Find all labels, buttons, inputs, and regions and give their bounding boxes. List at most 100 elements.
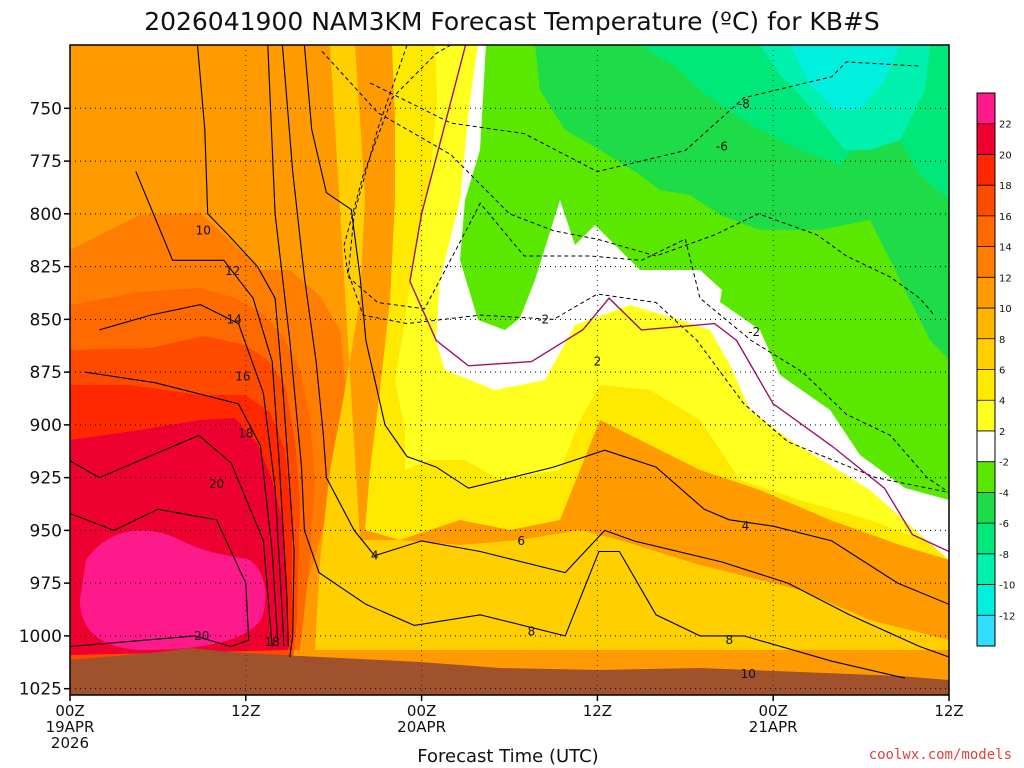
colorbar-swatch [977, 185, 995, 217]
colorbar-swatch [977, 615, 995, 647]
colorbar-swatch [977, 523, 995, 555]
colorbar-label: -12 [999, 611, 1015, 622]
colorbar-label: 4 [999, 396, 1005, 407]
contour-label: 4 [742, 519, 750, 533]
x-tick-date: 21APR [749, 718, 798, 736]
x-tick-date: 20APR [397, 718, 446, 736]
isotherm-18 [70, 434, 273, 647]
isotherm-6 [281, 45, 949, 658]
y-tick-label: 750 [30, 99, 62, 119]
colorbar-label: 14 [999, 243, 1012, 254]
x-tick-label: 00Z [55, 702, 84, 720]
isotherm-10 [196, 45, 295, 658]
colorbar-swatch [977, 308, 995, 340]
temp-band-6 [315, 45, 949, 650]
colorbar-label: 12 [999, 273, 1012, 284]
contour-label: 10 [196, 224, 211, 238]
y-tick-label: 800 [30, 205, 62, 225]
credit-text: coolwx.com/models [869, 747, 1012, 763]
isotherm-8 [267, 45, 906, 679]
isotherm-16 [84, 371, 279, 647]
terrain [70, 648, 949, 695]
temp-band-22 [80, 530, 266, 650]
x-tick-year: 2026 [51, 734, 89, 752]
isotherm-neg4 [343, 45, 949, 493]
colorbar-label: 20 [999, 150, 1012, 161]
colorbar-swatch [977, 93, 995, 125]
isotherm-neg2 [347, 45, 949, 493]
contour-label: 6 [517, 534, 525, 548]
contour-label: 18 [238, 426, 253, 440]
isotherm-14 [99, 304, 285, 647]
x-axis-label: Forecast Time (UTC) [417, 746, 598, 767]
y-tick-label: 925 [30, 469, 62, 489]
x-tick-date: 19APR [46, 718, 95, 736]
colorbar-label: -8 [999, 550, 1009, 561]
colorbar: 22 20 18 16 14 12 10 8 6 4 2 -2 -4 -6 -8 -10 -12 [976, 92, 1015, 647]
gridline-layer [70, 45, 949, 695]
y-tick-label: 1000 [19, 627, 62, 647]
isotherm-2 [409, 45, 949, 553]
colorbar-label: 6 [999, 366, 1005, 377]
y-tick-label: 850 [30, 310, 62, 330]
y-tick-label: 775 [30, 152, 62, 172]
y-tick-label: 900 [30, 416, 62, 436]
isotherm-neg8 [370, 61, 920, 173]
contour-label: 12 [225, 264, 240, 278]
contour-label: -2 [537, 312, 549, 326]
colorbar-swatch [977, 369, 995, 401]
colorbar-label: -2 [999, 458, 1009, 469]
x-tick-label: 12Z [934, 702, 963, 720]
colorbar-swatch [977, 430, 995, 462]
x-tick-label: 12Z [583, 702, 612, 720]
isotherm-neg6 [321, 50, 935, 316]
contour-label: 10 [741, 667, 756, 681]
colorbar-label: -6 [999, 519, 1009, 530]
colorbar-swatch [977, 154, 995, 186]
x-tick-label: 00Z [759, 702, 788, 720]
contour-label: 14 [226, 312, 241, 326]
contour-label: 8 [725, 633, 733, 647]
contour-label: 4 [371, 549, 379, 563]
colorbar-swatch [977, 584, 995, 616]
colorbar-label: -4 [999, 488, 1009, 499]
contour-label: 20 [194, 629, 209, 643]
colorbar-swatch [977, 246, 995, 278]
contour-label: -6 [716, 139, 728, 153]
x-tick-label: 12Z [231, 702, 260, 720]
colorbar-label: 2 [999, 427, 1005, 438]
y-tick-label: 1025 [19, 680, 62, 700]
contour-label-layer: -8 -6 -2 -2 2 4 4 6 8 8 10 10 12 14 16 18 20 20 18 [194, 97, 760, 681]
x-tick-label: 00Z [407, 702, 436, 720]
temp-band-neg12 [790, 45, 900, 110]
isotherm-12 [135, 171, 289, 647]
isotherm-layer [70, 45, 949, 679]
contour-label: 16 [235, 369, 250, 383]
colorbar-label: -10 [999, 581, 1015, 592]
isotherm-4 [303, 45, 949, 605]
contour-label: -2 [748, 325, 760, 339]
colorbar-label: 22 [999, 120, 1012, 131]
contour-label: 20 [209, 477, 224, 491]
y-tick-label: 875 [30, 363, 62, 383]
chart-title: 2026041900 NAM3KM Forecast Temperature (… [144, 7, 880, 36]
colorbar-label: 16 [999, 212, 1012, 223]
y-tick-label: 825 [30, 258, 62, 278]
colorbar-label: 18 [999, 181, 1012, 192]
contour-label: -8 [738, 97, 750, 111]
colorbar-swatch [977, 553, 995, 585]
y-tick-label: 950 [30, 521, 62, 541]
contour-label: 2 [594, 355, 602, 369]
colorbar-swatch [977, 492, 995, 524]
y-axis: 750 775 800 825 850 875 900 925 950 975 1000 1025 [19, 99, 70, 700]
colorbar-swatch [977, 461, 995, 493]
plot-frame [69, 44, 950, 696]
contour-label: 8 [528, 625, 536, 639]
colorbar-swatch [977, 400, 995, 432]
colorbar-label: 10 [999, 304, 1012, 315]
colorbar-swatch [977, 123, 995, 155]
colorbar-swatch [977, 338, 995, 370]
colorbar-swatch [977, 277, 995, 309]
